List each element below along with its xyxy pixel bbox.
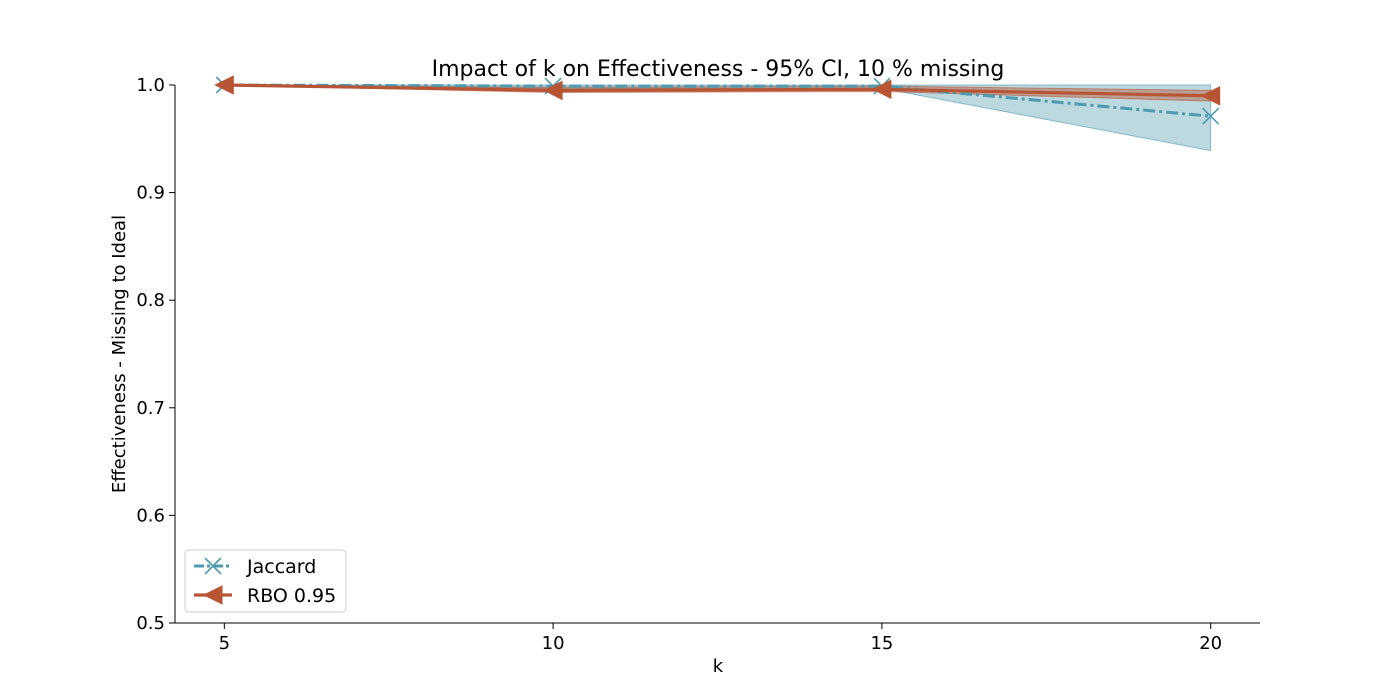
x-axis-title: k [713,656,724,677]
legend-marker-1 [202,585,223,605]
y-tick-label-1: 0.6 [136,505,165,526]
y-tick-label-4: 0.9 [136,183,165,204]
series-1-point-2 [871,79,892,100]
ci-band-0 [224,84,1212,152]
chart-title: Impact of k on Effectiveness - 95% CI, 1… [432,57,1005,82]
y-tick-label-2: 0.7 [136,398,165,419]
series-1-point-1 [542,80,563,101]
series-line-0 [224,83,1211,118]
x-tick-label-2: 15 [870,633,893,654]
y-axis-title: Effectiveness - Missing to Ideal [109,215,130,493]
series-1-point-0 [214,75,234,95]
x-tick-label-1: 10 [542,633,565,654]
series-0-point-3 [1202,107,1220,125]
y-tick-label-3: 0.8 [136,290,165,311]
x-tick-label-3: 20 [1199,633,1222,654]
y-tick-label-5: 1.0 [136,75,165,96]
series-1-point-3 [1200,85,1221,106]
series-lines [224,83,1211,118]
series-markers [214,75,1221,125]
axes: 5 10 15 20 0.5 0.6 0.7 0.8 0.9 1.0 [136,75,1260,654]
x-tick-label-0: 5 [219,633,230,654]
legend-marker-0 [204,557,222,575]
y-tick-label-0: 0.5 [136,613,165,634]
series-line-1 [224,83,1211,98]
legend: Jaccard RBO 0.95 [184,549,347,613]
legend-label-1: RBO 0.95 [247,585,336,607]
legend-label-0: Jaccard [246,556,316,578]
confidence-bands [224,84,1212,152]
